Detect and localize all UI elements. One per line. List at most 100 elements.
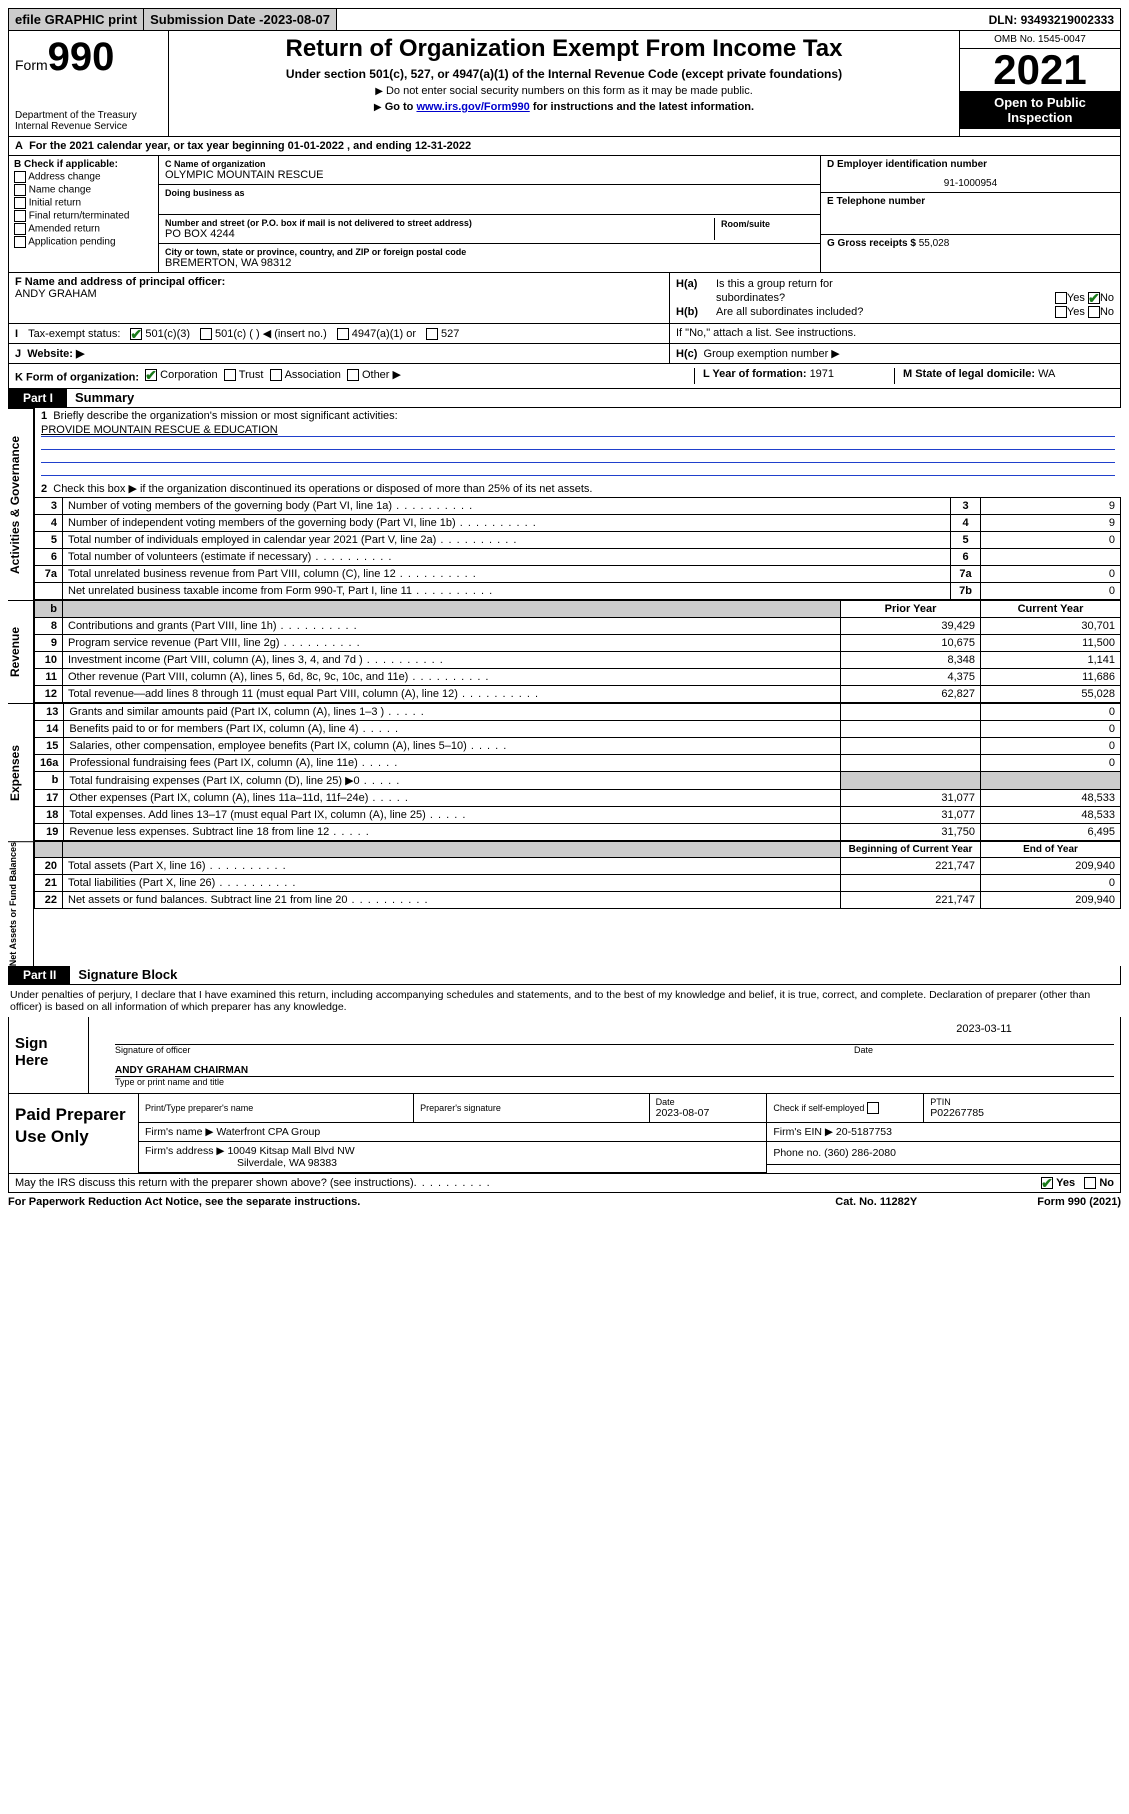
i-501c[interactable]: 501(c) ( ) ◀ (insert no.) (200, 327, 327, 340)
i-527[interactable]: 527 (426, 328, 459, 340)
chk-final[interactable]: Final return/terminated (14, 210, 153, 222)
discuss-yes-box[interactable] (1041, 1177, 1053, 1189)
line-val: 9 (981, 497, 1121, 514)
prior-val: 4,375 (841, 668, 981, 685)
c-addr-row: Number and street (or P.O. box if mail i… (159, 215, 820, 244)
firm-addr2: Silverdale, WA 98383 (237, 1157, 337, 1169)
chk-amended[interactable]: Amended return (14, 223, 153, 235)
irs-label: Internal Revenue Service (15, 121, 162, 132)
firm-lbl: Firm's name ▶ (145, 1126, 213, 1138)
h-block: H(a) Is this a group return for subordin… (670, 273, 1120, 323)
chk-name[interactable]: Name change (14, 184, 153, 196)
k0: Corporation (160, 369, 217, 381)
hb-no-box[interactable] (1088, 306, 1100, 318)
klm-row: K Form of organization: Corporation Trus… (8, 364, 1121, 389)
form-number: Form990 (15, 35, 162, 80)
prior-val (841, 737, 981, 754)
i4: 527 (441, 328, 459, 340)
org-name: OLYMPIC MOUNTAIN RESCUE (165, 169, 814, 181)
note-ssn: ▶ Do not enter social security numbers o… (175, 85, 953, 97)
current-val: 209,940 (981, 891, 1121, 908)
col-d: D Employer identification number 91-1000… (820, 156, 1120, 272)
table-row: Beginning of Current Year End of Year (35, 841, 1121, 857)
submission-date-button[interactable]: Submission Date - 2023-08-07 (144, 9, 337, 30)
note1-text: Do not enter social security numbers on … (386, 85, 753, 97)
m-block: M State of legal domicile: WA (894, 368, 1114, 384)
line-val: 0 (981, 565, 1121, 582)
line-text: Total number of individuals employed in … (63, 531, 951, 548)
k-assoc[interactable]: Association (270, 369, 341, 381)
ha-no-box[interactable] (1088, 292, 1100, 304)
i-501c3[interactable]: 501(c)(3) (130, 328, 190, 340)
hb-yes-box[interactable] (1055, 306, 1067, 318)
form-big-number: 990 (48, 35, 115, 79)
line-val: 9 (981, 514, 1121, 531)
form-title: Return of Organization Exempt From Incom… (175, 35, 953, 63)
dln-value: 93493219002333 (1021, 13, 1114, 27)
box-num: 5 (951, 531, 981, 548)
prior-val (841, 720, 981, 737)
top-bar: efile GRAPHIC print Submission Date - 20… (8, 8, 1121, 31)
chk-initial[interactable]: Initial return (14, 197, 153, 209)
sign-name-lbl: Type or print name and title (115, 1077, 1114, 1087)
line1: 1 Briefly describe the organization's mi… (34, 408, 1121, 424)
form-subtitle: Under section 501(c), 527, or 4947(a)(1)… (175, 67, 953, 81)
paid-right: Print/Type preparer's name Preparer's si… (139, 1094, 1120, 1173)
lineno: 16a (35, 754, 64, 771)
box-num: 7b (951, 582, 981, 599)
gross-val: 55,028 (919, 238, 950, 249)
table-row: 22 Net assets or fund balances. Subtract… (35, 891, 1121, 908)
submission-date: 2023-08-07 (264, 12, 331, 27)
note2-pre: Go to (385, 101, 417, 113)
discuss-no-box[interactable] (1084, 1177, 1096, 1189)
table-row: 10 Investment income (Part VIII, column … (35, 651, 1121, 668)
table-row: 13 Grants and similar amounts paid (Part… (35, 703, 1121, 720)
chk-address[interactable]: Address change (14, 171, 153, 183)
ha-yes-box[interactable] (1055, 292, 1067, 304)
line-text: Other expenses (Part IX, column (A), lin… (64, 789, 841, 806)
k-corp[interactable]: Corporation (145, 369, 217, 381)
line-text: Program service revenue (Part VIII, line… (63, 634, 841, 651)
lineno: 4 (35, 514, 63, 531)
line-a: A For the 2021 calendar year, or tax yea… (8, 137, 1121, 156)
table-row: 6 Total number of volunteers (estimate i… (35, 548, 1121, 565)
tel-lbl: E Telephone number (827, 196, 925, 207)
i-4947[interactable]: 4947(a)(1) or (337, 328, 416, 340)
ha-lbl: Is this a group return for (716, 278, 833, 290)
gov-table: 3 Number of voting members of the govern… (34, 497, 1121, 600)
line-text: Number of independent voting members of … (63, 514, 951, 531)
c-name-lbl: C Name of organization (165, 159, 814, 169)
irs-link[interactable]: www.irs.gov/Form990 (416, 101, 529, 113)
chk-pending[interactable]: Application pending (14, 236, 153, 248)
l-lbl: L Year of formation: (703, 368, 810, 380)
current-val (981, 771, 1121, 789)
phone-lbl: Phone no. (773, 1147, 824, 1159)
current-val: 0 (981, 874, 1121, 891)
note-link: ▶ Go to www.irs.gov/Form990 for instruct… (175, 101, 953, 113)
line2: 2 Check this box ▶ if the organization d… (34, 480, 1121, 497)
gross-lbl: G Gross receipts $ (827, 238, 919, 249)
efile-print-button[interactable]: efile GRAPHIC print (9, 9, 144, 30)
k-other[interactable]: Other ▶ (347, 368, 401, 381)
k-trust[interactable]: Trust (224, 369, 264, 381)
ph1: Preparer's signature (420, 1103, 642, 1113)
line1-lbl: Briefly describe the organization's miss… (53, 410, 397, 422)
self-employed-box[interactable] (867, 1102, 879, 1114)
lineno: 21 (35, 874, 63, 891)
k-lbl: K Form of organization: (15, 372, 139, 384)
part1-header: Part I Summary (8, 389, 1121, 408)
form-word: Form (15, 57, 48, 73)
lineno: 15 (35, 737, 64, 754)
i-lbl: Tax-exempt status: (28, 328, 120, 340)
declaration: Under penalties of perjury, I declare th… (8, 985, 1121, 1017)
line2-text: Check this box ▶ if the organization dis… (53, 483, 592, 495)
hb-no: No (1100, 306, 1114, 318)
line-text: Professional fundraising fees (Part IX, … (64, 754, 841, 771)
sign-date-lbl: Date (854, 1045, 1114, 1055)
note2-post: for instructions and the latest informat… (530, 101, 754, 113)
c-name-row: C Name of organization OLYMPIC MOUNTAIN … (159, 156, 820, 185)
firm-ein: 20-5187753 (836, 1126, 892, 1138)
paid-table: Print/Type preparer's name Preparer's si… (139, 1094, 1120, 1173)
form-header: Form990 Department of the Treasury Inter… (8, 31, 1121, 137)
table-row: 18 Total expenses. Add lines 13–17 (must… (35, 806, 1121, 823)
